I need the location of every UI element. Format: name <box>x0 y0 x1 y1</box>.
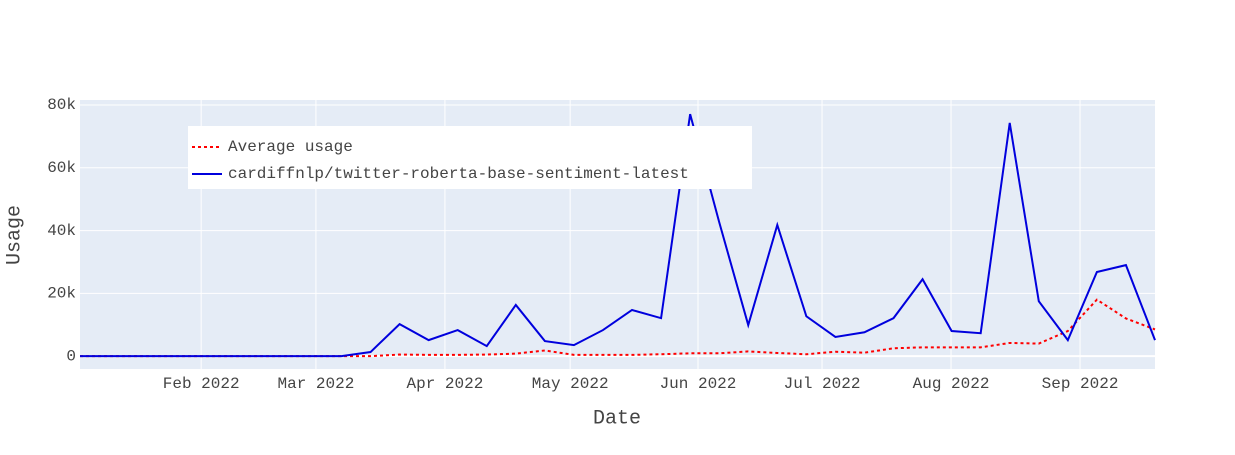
legend-label: Average usage <box>228 138 353 156</box>
legend-label: cardiffnlp/twitter-roberta-base-sentimen… <box>228 165 689 183</box>
x-tick-label: Jul 2022 <box>784 375 861 393</box>
x-tick-label: May 2022 <box>532 375 609 393</box>
x-tick-label: Mar 2022 <box>278 375 355 393</box>
line-series <box>80 113 1156 358</box>
y-tick-label: 20k <box>47 285 76 303</box>
y-tick-label: 40k <box>47 222 76 240</box>
x-axis-title: Date <box>593 407 641 430</box>
legend-box <box>188 126 752 189</box>
y-tick-label: 60k <box>47 159 76 177</box>
y-tick-label: 0 <box>66 347 76 365</box>
x-tick-label: Apr 2022 <box>407 375 484 393</box>
x-tick-label: Feb 2022 <box>163 375 240 393</box>
x-tick-label: Jun 2022 <box>660 375 737 393</box>
x-tick-label: Aug 2022 <box>913 375 990 393</box>
y-tick-label: 80k <box>47 96 76 114</box>
x-tick-label: Sep 2022 <box>1042 375 1119 393</box>
y-axis-title: Usage <box>3 205 26 265</box>
